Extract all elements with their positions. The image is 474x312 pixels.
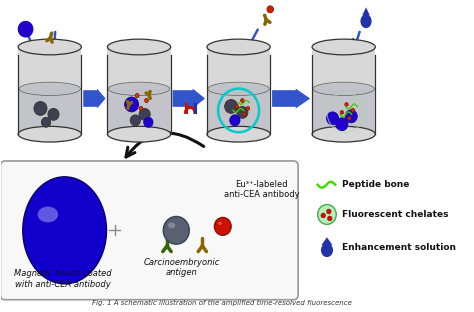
Circle shape bbox=[144, 117, 153, 127]
Polygon shape bbox=[173, 89, 205, 109]
Circle shape bbox=[230, 115, 240, 126]
Bar bbox=[109, 89, 170, 134]
Circle shape bbox=[139, 106, 143, 110]
FancyBboxPatch shape bbox=[0, 161, 298, 300]
Circle shape bbox=[340, 111, 344, 114]
Text: Enhancement solution: Enhancement solution bbox=[342, 243, 456, 252]
Circle shape bbox=[136, 94, 139, 98]
Circle shape bbox=[214, 217, 231, 235]
Circle shape bbox=[241, 99, 244, 102]
Polygon shape bbox=[272, 89, 310, 109]
Text: Fig. 1 A schematic illustration of the amplified time-resolved fluorescence: Fig. 1 A schematic illustration of the a… bbox=[92, 300, 352, 306]
Circle shape bbox=[336, 118, 348, 131]
Circle shape bbox=[48, 109, 59, 120]
Ellipse shape bbox=[360, 14, 372, 28]
Polygon shape bbox=[321, 237, 333, 245]
Circle shape bbox=[347, 117, 351, 120]
Ellipse shape bbox=[208, 82, 269, 95]
Bar bbox=[313, 89, 374, 134]
Circle shape bbox=[34, 101, 47, 115]
Ellipse shape bbox=[313, 82, 374, 95]
Circle shape bbox=[237, 106, 248, 118]
Bar bbox=[108, 47, 171, 134]
Circle shape bbox=[246, 107, 250, 110]
Circle shape bbox=[318, 205, 336, 224]
Ellipse shape bbox=[37, 207, 58, 222]
Text: Magnetic beads coated
with anti-CEA antibody: Magnetic beads coated with anti-CEA anti… bbox=[14, 269, 111, 289]
Bar bbox=[19, 89, 81, 134]
Circle shape bbox=[225, 100, 237, 113]
Ellipse shape bbox=[312, 39, 375, 55]
Bar bbox=[312, 47, 375, 134]
Circle shape bbox=[328, 216, 332, 221]
Circle shape bbox=[351, 109, 355, 112]
Circle shape bbox=[345, 110, 357, 123]
Circle shape bbox=[130, 115, 140, 126]
Text: Carcinoembryonic
antigen: Carcinoembryonic antigen bbox=[144, 258, 220, 277]
Ellipse shape bbox=[18, 126, 82, 142]
Circle shape bbox=[321, 213, 326, 218]
Ellipse shape bbox=[108, 126, 171, 142]
Text: Peptide bone: Peptide bone bbox=[342, 180, 409, 189]
Ellipse shape bbox=[23, 177, 107, 284]
Bar bbox=[207, 47, 270, 134]
Ellipse shape bbox=[312, 126, 375, 142]
Polygon shape bbox=[362, 7, 370, 15]
Circle shape bbox=[327, 209, 331, 214]
Circle shape bbox=[267, 6, 273, 13]
Ellipse shape bbox=[321, 243, 333, 257]
Ellipse shape bbox=[108, 39, 171, 55]
Circle shape bbox=[41, 117, 51, 127]
Ellipse shape bbox=[109, 82, 170, 95]
Ellipse shape bbox=[207, 39, 270, 55]
Ellipse shape bbox=[207, 126, 270, 142]
Circle shape bbox=[125, 97, 138, 112]
Ellipse shape bbox=[18, 39, 82, 55]
Bar bbox=[208, 89, 269, 134]
Circle shape bbox=[163, 217, 189, 244]
Text: Eu³⁺-labeled
anti-CEA antibody: Eu³⁺-labeled anti-CEA antibody bbox=[224, 180, 300, 199]
Circle shape bbox=[345, 103, 348, 106]
Polygon shape bbox=[83, 89, 106, 109]
Circle shape bbox=[18, 21, 33, 37]
Circle shape bbox=[243, 113, 246, 116]
Text: Fluorescent chelates: Fluorescent chelates bbox=[342, 210, 448, 219]
Circle shape bbox=[327, 112, 338, 125]
Circle shape bbox=[145, 99, 148, 102]
Ellipse shape bbox=[218, 222, 222, 225]
Ellipse shape bbox=[19, 82, 81, 95]
Circle shape bbox=[139, 109, 150, 120]
Circle shape bbox=[235, 105, 238, 108]
Ellipse shape bbox=[168, 222, 175, 228]
Bar bbox=[18, 47, 82, 134]
